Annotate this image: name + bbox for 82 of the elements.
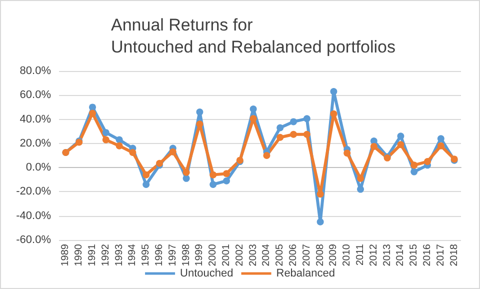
point bbox=[357, 174, 364, 182]
x-tick-label: 2003 bbox=[248, 244, 259, 266]
x-tick-label: 2007 bbox=[301, 244, 312, 266]
point bbox=[290, 130, 297, 138]
point bbox=[330, 110, 338, 118]
legend-label: Rebalanced bbox=[276, 268, 335, 280]
point bbox=[129, 148, 136, 156]
y-tick-label: 20.0% bbox=[20, 137, 52, 150]
point bbox=[210, 171, 217, 178]
x-tick-label: 2009 bbox=[328, 244, 340, 266]
point bbox=[276, 134, 284, 141]
point bbox=[303, 130, 310, 138]
point bbox=[182, 174, 190, 182]
x-tick-label: 2014 bbox=[395, 244, 406, 266]
point bbox=[223, 170, 230, 178]
point bbox=[276, 124, 284, 132]
point bbox=[210, 180, 217, 188]
point bbox=[410, 162, 418, 169]
point bbox=[263, 152, 270, 159]
x-tick-label: 1999 bbox=[194, 244, 206, 266]
x-tick-label: 2000 bbox=[208, 244, 219, 266]
x-tick-label: 1992 bbox=[100, 244, 112, 266]
x-tick-label: 2016 bbox=[422, 244, 433, 266]
point bbox=[397, 141, 404, 148]
x-tick-label: 1997 bbox=[167, 244, 178, 266]
point bbox=[142, 171, 150, 178]
x-tick-label: 2002 bbox=[234, 244, 246, 266]
x-tick-label: 2004 bbox=[261, 244, 272, 266]
x-tick-label: 1990 bbox=[74, 244, 85, 266]
y-tick-label: 80.0% bbox=[20, 65, 52, 77]
point bbox=[330, 88, 338, 96]
point bbox=[437, 135, 444, 142]
x-tick-label: 2006 bbox=[288, 244, 299, 266]
point bbox=[116, 136, 123, 144]
point bbox=[142, 180, 150, 188]
point bbox=[102, 129, 110, 136]
y-tick-label: 60.0% bbox=[20, 89, 52, 102]
point bbox=[290, 118, 297, 126]
point bbox=[316, 218, 324, 226]
y-tick-label: 0.0% bbox=[26, 162, 52, 174]
x-tick-label: 1998 bbox=[180, 244, 192, 266]
x-tick-label: 2011 bbox=[355, 244, 366, 266]
x-tick-label: 1989 bbox=[60, 244, 72, 266]
point bbox=[102, 136, 110, 144]
point bbox=[250, 115, 257, 122]
x-tick-label: 1996 bbox=[154, 244, 165, 266]
x-tick-label: 1993 bbox=[114, 244, 125, 266]
x-tick-label: 2001 bbox=[221, 244, 232, 266]
y-tick-label: -40.0% bbox=[16, 210, 52, 222]
point bbox=[410, 168, 418, 176]
point bbox=[196, 120, 204, 128]
x-tick-label: 1994 bbox=[127, 244, 138, 266]
x-tick-label: 2015 bbox=[408, 244, 420, 266]
x-tick-label: 1995 bbox=[140, 244, 152, 266]
x-tick-label: 2013 bbox=[382, 244, 393, 266]
x-tick-label: 2008 bbox=[314, 244, 326, 266]
y-tick-label: -60.0% bbox=[16, 234, 52, 246]
x-tick-label: 2010 bbox=[342, 244, 353, 266]
point bbox=[303, 115, 310, 122]
point bbox=[424, 158, 431, 166]
point bbox=[116, 142, 123, 150]
point bbox=[223, 177, 230, 184]
x-tick-label: 2018 bbox=[448, 244, 460, 266]
point bbox=[250, 106, 257, 113]
point bbox=[89, 104, 96, 111]
legend-label: Untouched bbox=[180, 268, 234, 280]
point bbox=[397, 132, 404, 140]
point bbox=[370, 142, 378, 150]
point bbox=[357, 186, 364, 193]
x-tick-label: 1991 bbox=[87, 244, 98, 266]
x-tick-label: 2012 bbox=[368, 244, 380, 266]
point bbox=[182, 168, 190, 176]
point bbox=[344, 150, 351, 157]
y-tick-label: -20.0% bbox=[16, 186, 52, 198]
x-tick-label: 2005 bbox=[274, 244, 286, 266]
point bbox=[316, 190, 324, 198]
chart-title: Annual Returns for Untouched and Rebalanced portfolios bbox=[111, 16, 396, 56]
point bbox=[196, 108, 204, 116]
point bbox=[437, 142, 444, 150]
x-tick-label: 2017 bbox=[435, 244, 446, 266]
point bbox=[169, 148, 176, 156]
y-tick-label: 40.0% bbox=[20, 113, 52, 126]
